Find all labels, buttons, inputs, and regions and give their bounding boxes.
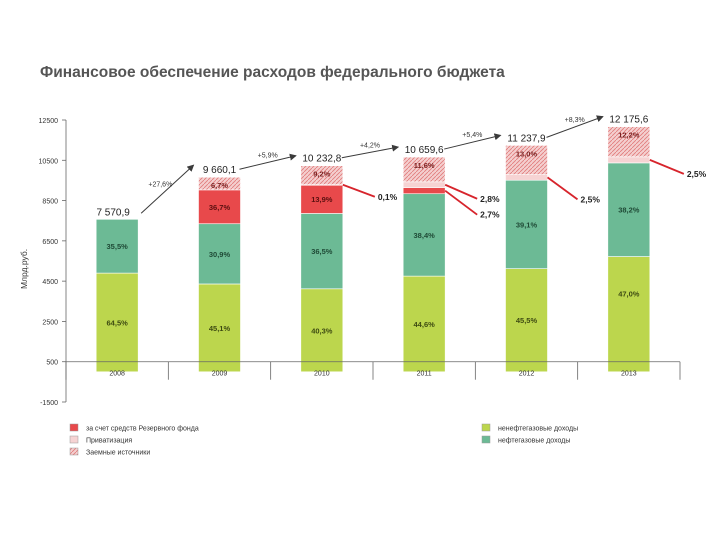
bar-reserve	[402, 187, 446, 195]
growth-label: +5,4%	[462, 132, 482, 139]
segment-label: 38,2%	[618, 206, 640, 215]
x-tick-label: 2010	[314, 371, 330, 378]
growth-label: +27,6%	[148, 181, 172, 188]
legend-label: Приватизация	[86, 438, 132, 445]
bar-borrowing	[300, 165, 344, 185]
segment-label: 9,2%	[313, 170, 330, 179]
bar-borrowing	[198, 176, 241, 191]
segment-label: 39,1%	[516, 220, 538, 229]
bar-privatization	[607, 156, 651, 164]
bar-borrowing	[607, 126, 651, 158]
total-label: 10 659,6	[405, 145, 444, 156]
callout-label: 2,5%	[581, 194, 601, 204]
segment-label: 13,0%	[516, 149, 538, 158]
y-tick-label: 8500	[42, 199, 58, 206]
bar-oilgas	[300, 213, 344, 290]
bar-nonoil	[198, 283, 241, 373]
bar-borrowing	[505, 145, 548, 175]
legend-swatch	[481, 435, 491, 444]
axes: 12500 10500 8500 6500 4500 2500 500 -1500 Млрд.р…	[19, 118, 681, 407]
bar-oilgas	[402, 193, 446, 277]
y-tick-label: 500	[46, 360, 58, 367]
y-tick-label: 6500	[42, 239, 58, 246]
callout-label: 2,8%	[480, 194, 500, 204]
segment-label: 38,4%	[414, 231, 436, 240]
legend-swatch	[69, 435, 79, 444]
growth-arrow	[140, 164, 195, 214]
data-labels: 64,5% 35,5% 7 570,9 45,1% 30,9% 36,7% 6,7% 9 66…	[96, 115, 706, 336]
x-tick-label: 2012	[519, 371, 535, 378]
callout-line	[444, 189, 478, 216]
x-tick-label: 2013	[621, 371, 637, 378]
segment-label: 36,5%	[311, 247, 333, 256]
x-tick-label: 2008	[109, 371, 125, 378]
y-tick-label: 10500	[39, 158, 59, 165]
legend-swatch	[481, 423, 491, 432]
bar-borrowing	[402, 156, 446, 183]
bar-privatization	[402, 181, 446, 188]
segment-label: 30,9%	[209, 250, 231, 259]
y-tick-label: 4500	[42, 279, 58, 286]
growth-arrow	[341, 144, 400, 159]
growth-label: +8,3%	[565, 117, 585, 124]
bar-nonoil	[402, 275, 446, 373]
bar-oilgas	[95, 219, 139, 274]
segment-label: 40,3%	[311, 326, 333, 335]
bar-nonoil	[300, 288, 344, 373]
segment-label: 64,5%	[107, 318, 129, 327]
legend-label: за счет средств Резервного фонда	[86, 426, 199, 433]
growth-arrow	[239, 153, 297, 170]
segment-label: 12,2%	[618, 131, 640, 140]
bar-oilgas	[607, 162, 651, 257]
y-tick-label: -1500	[40, 400, 58, 407]
x-tick-label: 2011	[417, 371, 432, 378]
segment-label: 6,7%	[211, 181, 228, 190]
chart-title: Финансовое обеспечение расходов федераль…	[40, 64, 505, 81]
total-label: 10 232,8	[302, 154, 341, 165]
legend-label: Заемные источники	[86, 450, 150, 457]
segment-label: 45,1%	[209, 324, 231, 333]
callout-line	[546, 176, 579, 201]
growth-arrow	[444, 133, 502, 150]
legend-swatch	[69, 447, 79, 456]
callout-label: 0,1%	[378, 192, 398, 202]
bar-oilgas	[505, 179, 548, 269]
total-label: 11 237,9	[507, 133, 546, 144]
legend-swatch	[69, 423, 79, 432]
bar-nonoil	[95, 272, 139, 373]
legend-label: ненефтегазовые доходы	[498, 426, 578, 433]
bar-privatization	[505, 174, 548, 181]
bar-nonoil	[505, 268, 548, 373]
total-label: 12 175,6	[609, 115, 648, 126]
segment-label: 47,0%	[618, 290, 640, 299]
growth-arrows: +27,6% +5,9% +4,2% +5,4% +8,3%	[140, 115, 604, 214]
legend-label: нефтегазовые доходы	[498, 438, 570, 445]
bar-nonoil	[607, 256, 651, 373]
growth-label: +4,2%	[360, 142, 380, 149]
legend: за счет средств Резервного фонда Приватиз…	[69, 423, 578, 457]
segment-label: 13,9%	[311, 195, 333, 204]
bar-oilgas	[198, 223, 241, 285]
y-tick-label: 2500	[42, 319, 58, 326]
callout-line	[649, 159, 685, 175]
callout-line	[444, 183, 478, 200]
total-label: 7 570,9	[96, 207, 130, 218]
segment-label: 36,7%	[209, 203, 231, 212]
bars	[95, 126, 651, 373]
growth-arrow	[546, 115, 604, 138]
callout-label: 2,5%	[687, 169, 707, 179]
callout-line	[342, 183, 376, 198]
y-tick-label: 12500	[39, 118, 59, 125]
segment-label: 45,5%	[516, 316, 538, 325]
segment-label: 44,6%	[414, 320, 436, 329]
y-axis-title: Млрд.руб.	[19, 249, 29, 289]
growth-label: +5,9%	[258, 152, 278, 159]
segment-label: 35,5%	[107, 242, 129, 251]
total-label: 9 660,1	[203, 165, 237, 176]
callout-label: 2,7%	[480, 210, 500, 220]
x-tick-label: 2009	[212, 371, 228, 378]
segment-label: 11,6%	[414, 161, 435, 170]
